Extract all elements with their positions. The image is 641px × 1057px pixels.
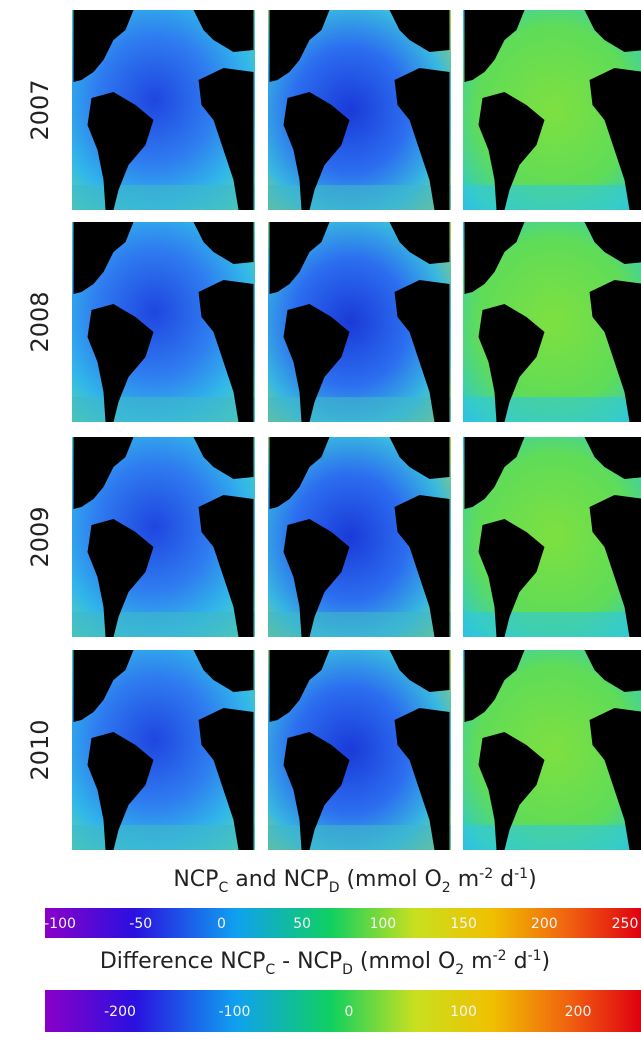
- title-part: -1: [514, 866, 528, 882]
- southern-band: [463, 612, 641, 637]
- southern-band: [268, 612, 451, 637]
- title-part: ): [542, 949, 551, 974]
- title-part: (mmol O: [339, 867, 441, 892]
- year-label: 2009: [26, 506, 54, 567]
- map-panel: [463, 222, 641, 422]
- colorbar-tick-label: 100: [450, 1004, 477, 1020]
- year-label: 2007: [26, 79, 54, 140]
- colorbar-tick-label: 0: [345, 1004, 354, 1020]
- map-panel: [268, 650, 451, 850]
- map-panel: [268, 437, 451, 637]
- map-panel: [268, 222, 451, 422]
- title-part: 2: [442, 880, 451, 896]
- colorbar-tick-label: 100: [369, 916, 396, 932]
- title-part: NCP: [173, 867, 218, 892]
- colorbar-title: Difference NCPC - NCPD (mmol O2 m-2 d-1): [100, 948, 550, 978]
- title-part: ): [528, 867, 537, 892]
- map-panel: [72, 650, 255, 850]
- colorbar-tick-label: 200: [565, 1004, 592, 1020]
- colorbar-title: NCPC and NCPD (mmol O2 m-2 d-1): [173, 866, 536, 896]
- southern-band: [72, 397, 255, 422]
- title-part: (mmol O: [353, 949, 455, 974]
- southern-band: [463, 825, 641, 850]
- year-label: 2008: [26, 291, 54, 352]
- map-panel: [268, 10, 451, 210]
- colorbar-tick-label: 250: [612, 916, 639, 932]
- colorbar-tick-label: 150: [450, 916, 477, 932]
- southern-band: [268, 825, 451, 850]
- title-part: C: [265, 962, 275, 978]
- colorbar-tick-label: 50: [293, 916, 311, 932]
- southern-band: [463, 397, 641, 422]
- southern-band: [72, 185, 255, 210]
- southern-band: [268, 397, 451, 422]
- southern-band: [72, 612, 255, 637]
- colorbar-tick-label: -200: [104, 1004, 136, 1020]
- map-panel: [463, 437, 641, 637]
- title-part: Difference NCP: [100, 949, 266, 974]
- map-panel: [463, 650, 641, 850]
- title-part: -2: [479, 866, 493, 882]
- colorbar-tick-label: -100: [44, 916, 76, 932]
- map-panel: [72, 10, 255, 210]
- southern-band: [463, 185, 641, 210]
- title-part: - NCP: [275, 949, 342, 974]
- title-part: -1: [528, 948, 542, 964]
- title-part: m: [451, 867, 479, 892]
- colorbar-tick-label: 0: [217, 916, 226, 932]
- map-panel: [72, 437, 255, 637]
- title-part: d: [493, 867, 514, 892]
- title-part: D: [329, 880, 340, 896]
- colorbar-tick-label: -50: [129, 916, 152, 932]
- title-part: D: [342, 962, 353, 978]
- title-part: and NCP: [228, 867, 328, 892]
- title-part: C: [218, 880, 228, 896]
- year-label: 2010: [26, 719, 54, 780]
- map-panel: [463, 10, 641, 210]
- title-part: m: [464, 949, 492, 974]
- title-part: 2: [455, 962, 464, 978]
- colorbar-tick-label: -100: [219, 1004, 251, 1020]
- southern-band: [72, 825, 255, 850]
- title-part: -2: [493, 948, 507, 964]
- figure: 2007 2008 2009 2010 NCPC and NCPD (mmol O2 …: [0, 0, 641, 1057]
- labels: 2007 2008 2009 2010: [26, 79, 54, 780]
- map-panel: [72, 222, 255, 422]
- title-part: d: [507, 949, 528, 974]
- southern-band: [268, 185, 451, 210]
- map-panels: [72, 10, 641, 850]
- colorbar-tick-label: 200: [531, 916, 558, 932]
